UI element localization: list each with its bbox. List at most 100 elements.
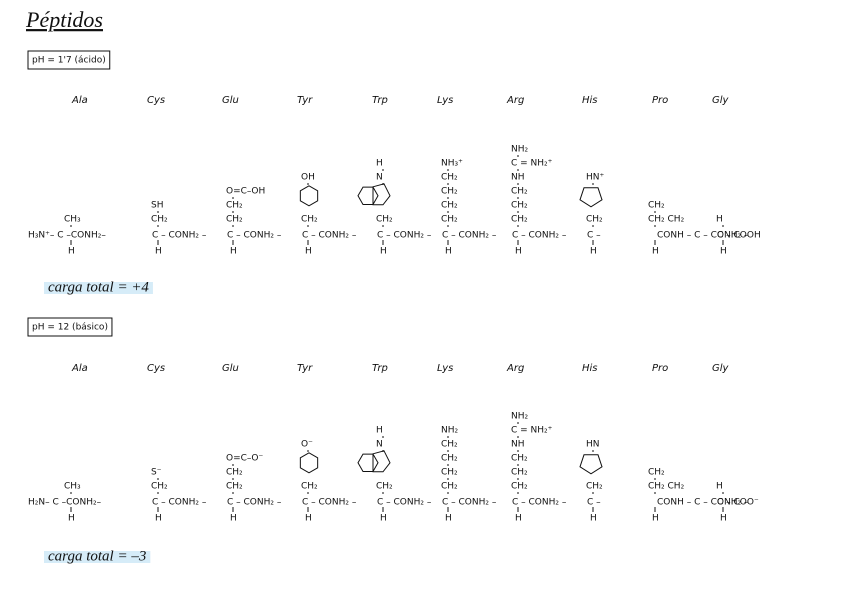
amino-acid-name: Glu xyxy=(222,363,239,374)
side-chain-group: NH₂ xyxy=(511,145,529,155)
benzene-ring xyxy=(299,185,319,207)
backbone-segment: C – CONH₂ – xyxy=(152,231,207,241)
side-chain-group: CH₂ xyxy=(226,215,243,225)
side-chain-group: C = NH₂⁺ xyxy=(511,426,553,436)
backbone-segment: H₃N⁺– C –CONH₂– xyxy=(28,231,106,241)
side-chain-group: CH₂ xyxy=(301,215,318,225)
alpha-h: H xyxy=(720,514,727,524)
backbone-segment: C – CONH₂ – xyxy=(302,498,357,508)
side-chain-group: H xyxy=(716,215,723,225)
side-chain-group: HN xyxy=(586,440,600,450)
side-chain-group: CH₂ xyxy=(648,201,665,211)
side-chain-group: N xyxy=(376,173,383,183)
amino-acid-name: Lys xyxy=(437,363,453,374)
total-charge: carga total = +4 xyxy=(48,279,149,295)
side-chain-group: NH₂ xyxy=(511,412,529,422)
backbone-segment: C – CONH₂ – xyxy=(227,231,282,241)
total-charge: carga total = –3 xyxy=(48,548,146,564)
benzene-ring xyxy=(357,186,379,205)
side-chain-group: CH₂ xyxy=(226,201,243,211)
side-chain-group: CH₂ xyxy=(511,454,528,464)
alpha-h: H xyxy=(68,247,75,257)
amino-acid-name: Trp xyxy=(372,363,388,374)
backbone-segment: H₂N– C –CONH₂– xyxy=(28,498,102,508)
side-chain-group: CH₂ xyxy=(441,454,458,464)
side-chain-group: C = NH₂⁺ xyxy=(511,159,553,169)
side-chain-group: CH₂ xyxy=(226,482,243,492)
alpha-h: H xyxy=(155,514,162,524)
alpha-h: H xyxy=(68,514,75,524)
amino-acid-name: Pro xyxy=(652,363,668,374)
backbone-segment: CONH – C – CONH₂ – xyxy=(657,498,749,508)
backbone-segment: C – CONH₂ – xyxy=(512,498,567,508)
amino-acid-name: His xyxy=(582,95,598,106)
pyrrole-ring xyxy=(372,450,391,473)
side-chain-group: CH₂ xyxy=(441,187,458,197)
side-chain-group: CH₂ xyxy=(511,215,528,225)
side-chain-group: CH₂ xyxy=(441,201,458,211)
alpha-h: H xyxy=(590,514,597,524)
side-chain-group: CH₂ CH₂ xyxy=(648,215,685,225)
alpha-h: H xyxy=(515,514,522,524)
side-chain-group: CH₂ xyxy=(441,173,458,183)
side-chain-group: CH₃ xyxy=(64,482,81,492)
amino-acid-name: Pro xyxy=(652,95,668,106)
alpha-h: H xyxy=(515,247,522,257)
amino-acid-name: Lys xyxy=(437,95,453,106)
side-chain-group: CH₂ xyxy=(441,468,458,478)
backbone-segment: C – CONH₂ – xyxy=(442,231,497,241)
side-chain-group: O=C–O⁻ xyxy=(226,454,263,464)
amino-acid-name: Tyr xyxy=(297,363,313,374)
amino-acid-name: Cys xyxy=(147,363,165,374)
backbone-segment: C – xyxy=(587,498,601,508)
side-chain-group: CH₂ xyxy=(301,482,318,492)
alpha-h: H xyxy=(445,514,452,524)
alpha-h: H xyxy=(652,247,659,257)
alpha-h: H xyxy=(305,514,312,524)
backbone-segment: C – CONH₂ – xyxy=(152,498,207,508)
ph-label: pH = 1'7 (ácido) xyxy=(32,56,106,66)
benzene-ring xyxy=(357,453,379,472)
side-chain-group: S⁻ xyxy=(151,468,162,478)
side-chain-group: CH₂ xyxy=(511,482,528,492)
pyrrole-ring xyxy=(372,183,391,206)
highlight xyxy=(44,551,151,563)
backbone-segment: C – CONH₂ – xyxy=(227,498,282,508)
side-chain-group: CH₂ xyxy=(586,215,603,225)
side-chain-group: CH₂ xyxy=(376,482,393,492)
side-chain-group: N xyxy=(376,440,383,450)
backbone-segment: C – CONH₂ – xyxy=(512,231,567,241)
alpha-h: H xyxy=(652,514,659,524)
backbone-segment: C – CONH₂ – xyxy=(442,498,497,508)
ph-label-box xyxy=(27,317,113,337)
ph-label-box xyxy=(27,50,111,70)
side-chain-group: H xyxy=(376,159,383,169)
side-chain-group: CH₂ xyxy=(226,468,243,478)
side-chain-group: H xyxy=(376,426,383,436)
backbone-segment: C – CONH₂ – xyxy=(302,231,357,241)
side-chain-group: NH xyxy=(511,440,525,450)
alpha-h: H xyxy=(445,247,452,257)
amino-acid-name: Arg xyxy=(506,95,524,106)
alpha-h: H xyxy=(380,247,387,257)
side-chain-group: CH₂ xyxy=(648,468,665,478)
side-chain-group: CH₂ xyxy=(511,468,528,478)
side-chain-group: CH₂ xyxy=(441,440,458,450)
side-chain-group: CH₂ xyxy=(586,482,603,492)
imidazole-ring xyxy=(579,454,603,475)
side-chain-group: CH₂ xyxy=(441,482,458,492)
amino-acid-name: Glu xyxy=(222,95,239,106)
side-chain-group: CH₂ CH₂ xyxy=(648,482,685,492)
side-chain-group: H xyxy=(716,482,723,492)
amino-acid-name: Tyr xyxy=(297,95,313,106)
backbone-segment: C – xyxy=(587,231,601,241)
side-chain-group: CH₂ xyxy=(441,215,458,225)
backbone-segment: C – COO⁻ xyxy=(717,498,759,508)
side-chain-group: NH xyxy=(511,173,525,183)
side-chain-group: O=C–OH xyxy=(226,187,265,197)
side-chain-group: SH xyxy=(151,201,163,211)
alpha-h: H xyxy=(720,247,727,257)
amino-acid-name: Gly xyxy=(712,363,730,374)
amino-acid-name: Arg xyxy=(506,363,524,374)
alpha-h: H xyxy=(155,247,162,257)
